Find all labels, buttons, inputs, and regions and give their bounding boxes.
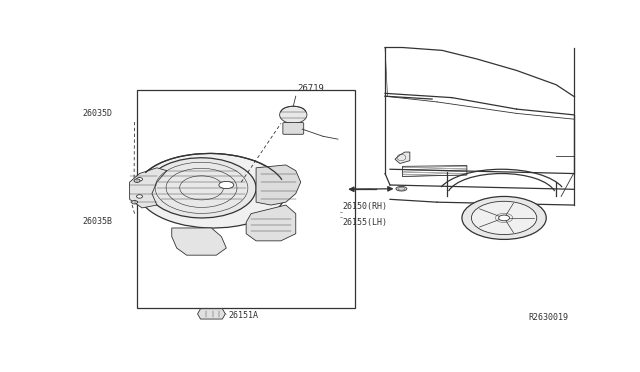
Ellipse shape [398,187,405,190]
Ellipse shape [132,201,138,204]
Text: 26035D: 26035D [83,109,113,118]
Polygon shape [172,228,227,255]
Polygon shape [395,152,410,164]
Ellipse shape [472,201,537,235]
Text: 26150(RH): 26150(RH) [343,202,388,211]
Text: 26035B: 26035B [83,217,113,225]
Ellipse shape [137,153,286,228]
Ellipse shape [134,179,140,182]
Ellipse shape [499,215,509,221]
Text: R2630019: R2630019 [529,314,568,323]
Ellipse shape [136,195,143,198]
Ellipse shape [219,182,234,189]
Polygon shape [256,165,301,205]
Text: 26151A: 26151A [229,311,259,320]
Polygon shape [198,309,225,319]
Polygon shape [129,168,167,208]
Text: 26719: 26719 [297,84,324,93]
Text: 26155(LH): 26155(LH) [343,218,388,227]
Polygon shape [246,205,296,241]
Bar [137,90,355,308]
Ellipse shape [280,106,307,124]
Ellipse shape [396,186,407,191]
Ellipse shape [136,177,143,181]
Ellipse shape [147,158,256,218]
Ellipse shape [462,196,547,240]
FancyBboxPatch shape [283,122,304,134]
